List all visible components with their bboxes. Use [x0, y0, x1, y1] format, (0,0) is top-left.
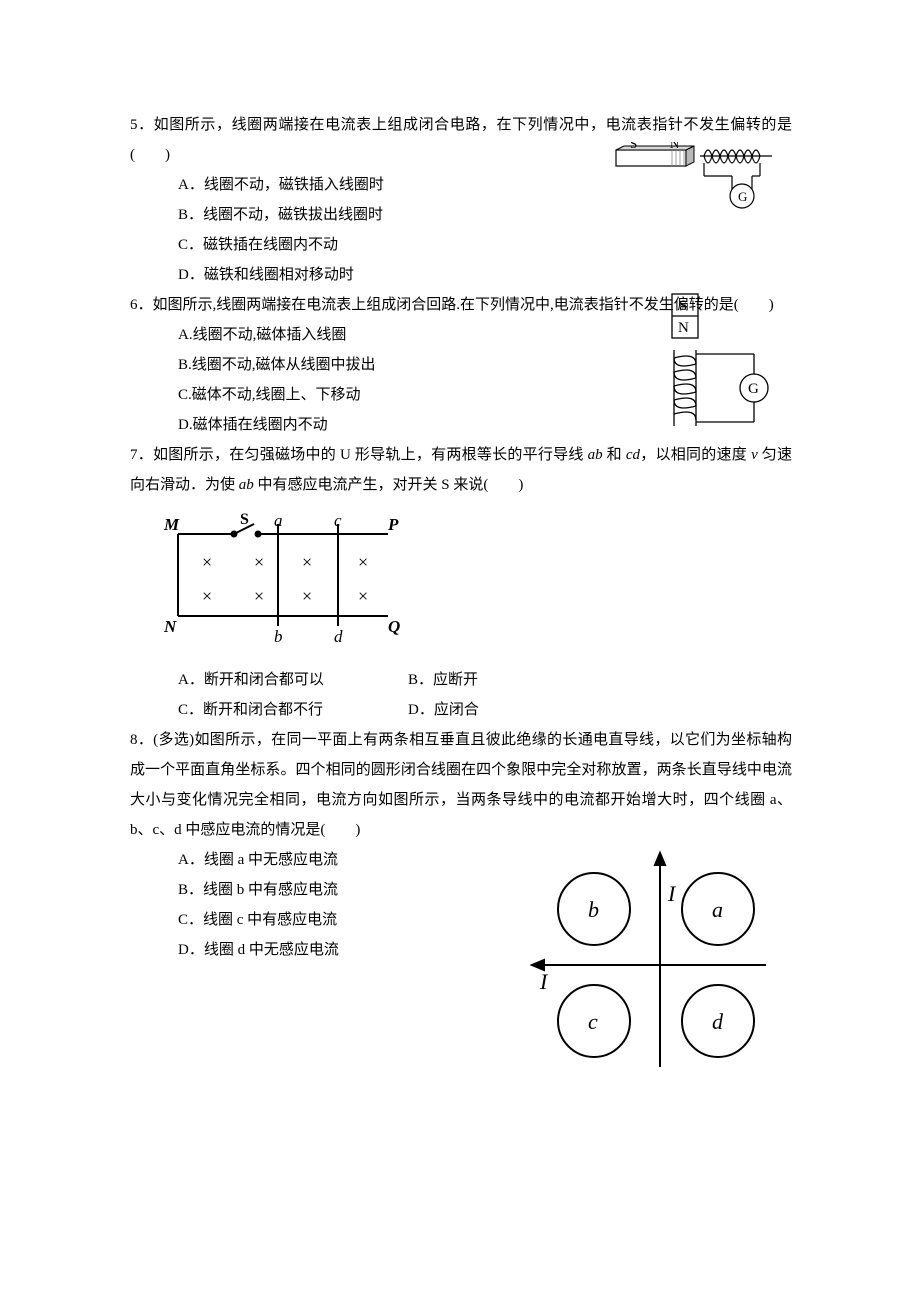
q5-figure: S N: [612, 142, 792, 223]
q6-figure: S N: [662, 290, 792, 451]
q8-figure: b a c d I I: [522, 845, 772, 1086]
q7-label-P: P: [387, 515, 399, 534]
q7-label-a: a: [274, 511, 283, 530]
q7-opt-b[interactable]: B．应断开: [408, 665, 478, 695]
q7-stem: 7．如图所示，在匀强磁场中的 U 形导轨上，有两根等长的平行导线 ab 和 cd…: [130, 440, 792, 500]
q7-label-b: b: [274, 627, 283, 646]
q7-opt-a[interactable]: A．断开和闭合都可以: [178, 665, 408, 695]
q8-label-d: d: [712, 1009, 724, 1034]
circuit-wire: [704, 163, 760, 208]
svg-text:×: ×: [302, 586, 312, 606]
q7-label-N: N: [163, 617, 177, 636]
q7-options: A．断开和闭合都可以 B．应断开 C．断开和闭合都不行 D．应闭合: [130, 665, 792, 725]
svg-text:×: ×: [358, 552, 368, 572]
question-7: 7．如图所示，在匀强磁场中的 U 形导轨上，有两根等长的平行导线 ab 和 cd…: [130, 440, 792, 725]
svg-text:×: ×: [202, 552, 212, 572]
svg-text:×: ×: [254, 586, 264, 606]
field-cross-icon: × × × × × × × ×: [202, 552, 368, 606]
q8-label-I-vert: I: [667, 881, 677, 906]
q7-label-M: M: [163, 515, 180, 534]
q5-opt-c[interactable]: C．磁铁插在线圈内不动: [178, 230, 792, 260]
q7-label-Q: Q: [388, 617, 400, 636]
magnet-icon: S N: [616, 142, 694, 166]
q7-figure: × × × × × × × × M N P Q a b c d S: [158, 508, 792, 659]
q7-opt-c[interactable]: C．断开和闭合都不行: [178, 695, 408, 725]
q6-galvanometer-label: G: [748, 381, 759, 397]
svg-text:×: ×: [202, 586, 212, 606]
q8-label-I-horiz: I: [539, 969, 549, 994]
q5-opt-d[interactable]: D．磁铁和线圈相对移动时: [178, 260, 792, 290]
q8-label-b: b: [588, 897, 599, 922]
question-5: 5．如图所示，线圈两端接在电流表上组成闭合电路，在下列情况中，电流表指针不发生偏…: [130, 110, 792, 290]
magnet-n-label: N: [670, 142, 680, 151]
svg-text:×: ×: [358, 586, 368, 606]
question-8: 8．(多选)如图所示，在同一平面上有两条相互垂直且彼此绝缘的长通电直导线，以它们…: [130, 725, 792, 965]
q8-label-c: c: [588, 1009, 598, 1034]
magnet-s-label: S: [630, 142, 637, 151]
q7-label-S: S: [240, 511, 249, 528]
galvanometer-label: G: [738, 189, 747, 204]
q7-label-c: c: [334, 511, 342, 530]
q6-n-label: N: [678, 320, 689, 336]
svg-text:×: ×: [254, 552, 264, 572]
q7-opt-d[interactable]: D．应闭合: [408, 695, 479, 725]
q6-coil-icon: [674, 350, 696, 426]
q6-s-label: S: [679, 298, 687, 314]
q7-label-d: d: [334, 627, 343, 646]
svg-text:×: ×: [302, 552, 312, 572]
q8-label-a: a: [712, 897, 723, 922]
coil-icon: [700, 150, 772, 163]
q8-stem: 8．(多选)如图所示，在同一平面上有两条相互垂直且彼此绝缘的长通电直导线，以它们…: [130, 725, 792, 845]
question-6: 6．如图所示,线圈两端接在电流表上组成闭合回路.在下列情况中,电流表指针不发生偏…: [130, 290, 792, 440]
